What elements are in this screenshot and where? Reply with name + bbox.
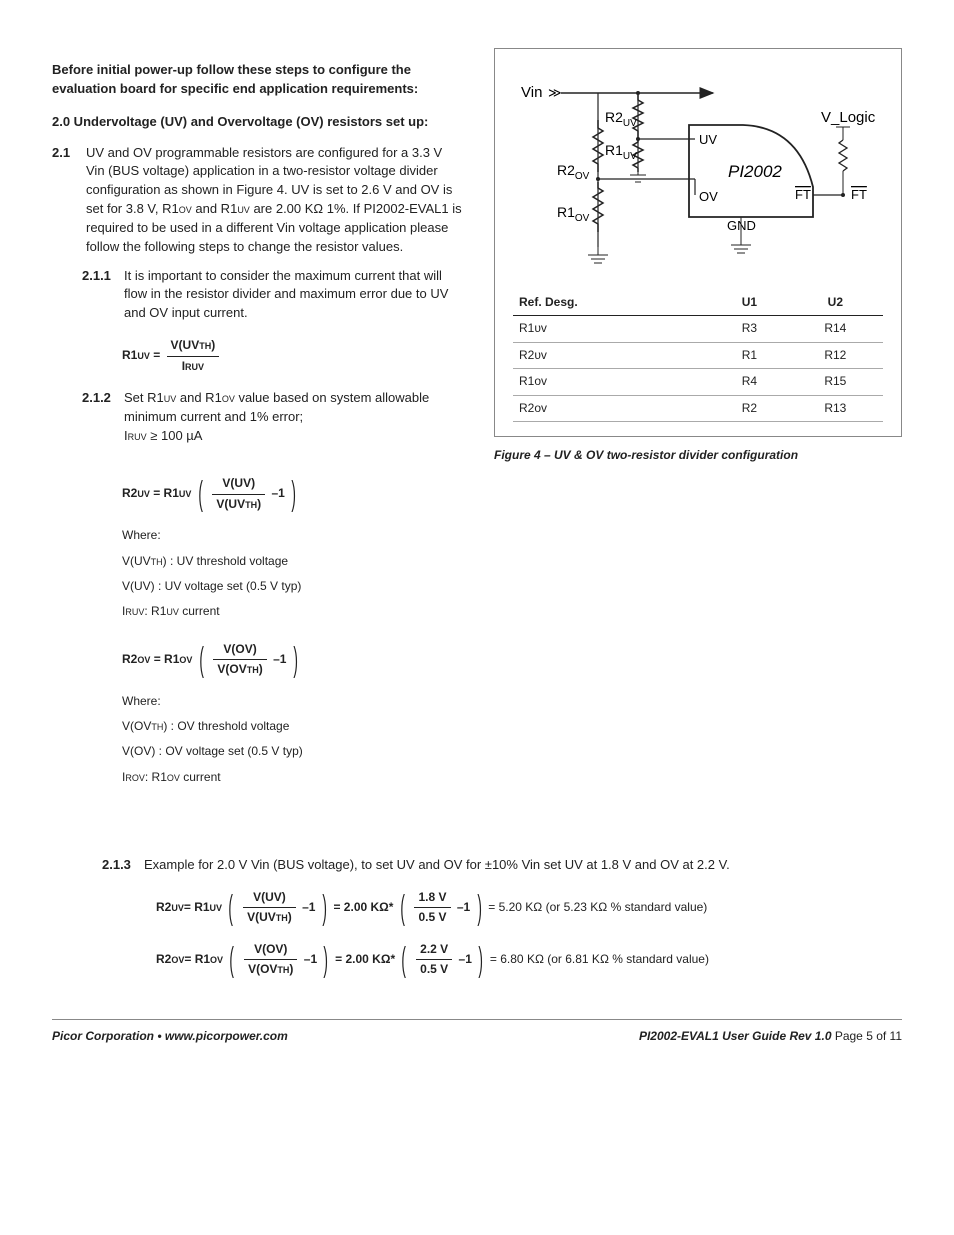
footer-left: Picor Corporation • www.picorpower.com <box>52 1028 288 1045</box>
formula-r1uv: R1UV = V(UVTH) IRUV <box>122 337 464 375</box>
table-cell: R1ᴏᴠ <box>513 369 711 395</box>
formula-r2ov: R2OV = R1OV ( V(OV) V(OVTH) –1 ) <box>122 641 464 679</box>
item-2-1-3-body: Example for 2.0 V Vin (BUS voltage), to … <box>144 856 902 875</box>
table-row: R1ᴜᴠR3R14 <box>513 316 883 342</box>
item-2-1-body: UV and OV programmable resistors are con… <box>86 144 464 257</box>
table-cell: R1ᴜᴠ <box>513 316 711 342</box>
example-formula-uv: R2UV= R1UV ( V(UV) V(UVTH) –1 ) = 2.00 K… <box>156 889 902 927</box>
svg-text:Vin: Vin <box>521 84 542 101</box>
table-cell: R1 <box>711 342 788 368</box>
figure-4-box: Vin ≫ R2OV R1OV <box>494 48 902 437</box>
item-2-1-3-num: 2.1.3 <box>102 856 144 875</box>
figure-4-caption: Figure 4 – UV & OV two-resistor divider … <box>494 447 902 464</box>
svg-text:PI2002: PI2002 <box>728 162 782 181</box>
table-header: U2 <box>788 290 883 316</box>
where-block-uv: Where: V(UVTH) : UV threshold voltage V(… <box>122 527 464 621</box>
table-cell: R4 <box>711 369 788 395</box>
svg-text:V_Logic: V_Logic <box>821 109 876 126</box>
reference-designator-table: Ref. Desg. U1 U2 R1ᴜᴠR3R14R2ᴜᴠR1R12R1ᴏᴠR… <box>513 290 883 422</box>
table-cell: R14 <box>788 316 883 342</box>
table-cell: R13 <box>788 395 883 421</box>
formula-r2uv: R2UV = R1UV ( V(UV) V(UVTH) –1 ) <box>122 475 464 513</box>
where-block-ov: Where: V(OVTH) : OV threshold voltage V(… <box>122 693 464 787</box>
table-header: Ref. Desg. <box>513 290 711 316</box>
svg-text:UV: UV <box>699 132 717 147</box>
circuit-diagram: Vin ≫ R2OV R1OV <box>513 67 883 272</box>
table-row: R1ᴏᴠR4R15 <box>513 369 883 395</box>
page-footer: Picor Corporation • www.picorpower.com P… <box>52 1019 902 1045</box>
item-2-1-num: 2.1 <box>52 144 86 257</box>
svg-text:≫: ≫ <box>548 85 562 100</box>
table-cell: R12 <box>788 342 883 368</box>
footer-right: PI2002-EVAL1 User Guide Rev 1.0 Page 5 o… <box>639 1028 902 1045</box>
table-cell: R2 <box>711 395 788 421</box>
svg-text:R2UV: R2UV <box>605 109 637 129</box>
svg-text:FT: FT <box>795 187 811 202</box>
item-2-1-2-num: 2.1.2 <box>82 389 124 446</box>
item-2-1-2-body: Set R1UV and R1OV value based on system … <box>124 389 464 446</box>
table-cell: R2ᴏᴠ <box>513 395 711 421</box>
section-header: 2.0 Undervoltage (UV) and Overvoltage (O… <box>52 113 464 132</box>
item-2-1-1-num: 2.1.1 <box>82 267 124 324</box>
table-cell: R2ᴜᴠ <box>513 342 711 368</box>
table-header: U1 <box>711 290 788 316</box>
svg-text:FT: FT <box>851 187 867 202</box>
table-cell: R3 <box>711 316 788 342</box>
intro-text: Before initial power-up follow these ste… <box>52 61 464 99</box>
table-row: R2ᴜᴠR1R12 <box>513 342 883 368</box>
svg-text:R2OV: R2OV <box>557 162 590 182</box>
table-cell: R15 <box>788 369 883 395</box>
table-row: R2ᴏᴠR2R13 <box>513 395 883 421</box>
svg-text:OV: OV <box>699 189 718 204</box>
item-2-1-1-body: It is important to consider the maximum … <box>124 267 464 324</box>
example-formula-ov: R2OV= R1OV ( V(OV) V(OVTH) –1 ) = 2.00 K… <box>156 941 902 979</box>
svg-text:R1OV: R1OV <box>557 204 590 224</box>
